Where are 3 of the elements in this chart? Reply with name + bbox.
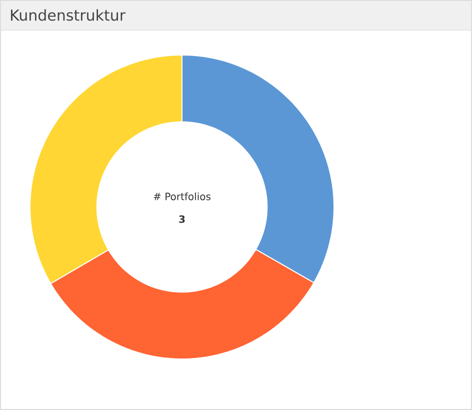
text: 3 <box>179 215 185 223</box>
text: # Portfolios <box>154 192 210 200</box>
chart-title: Kundenstruktur <box>11 9 126 21</box>
